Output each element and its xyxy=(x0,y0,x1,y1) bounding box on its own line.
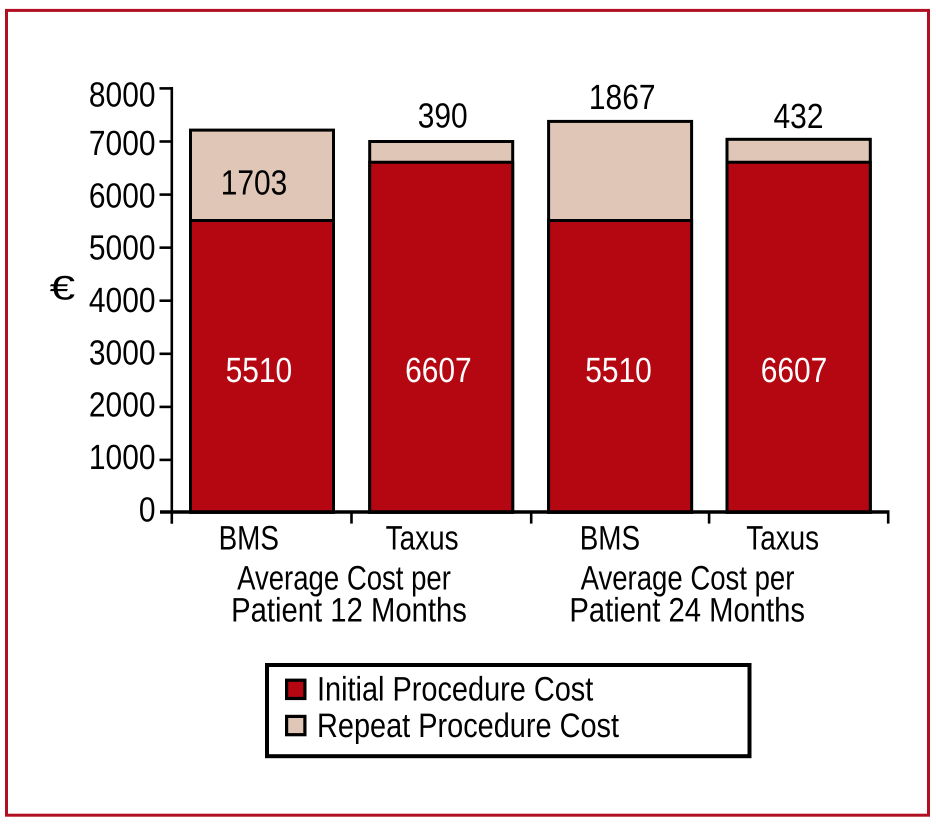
svg-text:Taxus: Taxus xyxy=(746,519,819,557)
svg-text:4000: 4000 xyxy=(89,281,156,320)
svg-text:6607: 6607 xyxy=(405,351,472,390)
svg-text:BMS: BMS xyxy=(580,519,640,557)
svg-text:Patient 12 Months: Patient 12 Months xyxy=(231,592,467,630)
svg-text:2000: 2000 xyxy=(89,386,156,425)
svg-text:6607: 6607 xyxy=(761,351,828,390)
svg-text:5510: 5510 xyxy=(226,351,293,390)
svg-text:8000: 8000 xyxy=(89,75,156,114)
svg-text:BMS: BMS xyxy=(219,519,279,557)
svg-text:7000: 7000 xyxy=(89,124,156,163)
svg-text:Patient 24 Months: Patient 24 Months xyxy=(569,592,805,630)
svg-text:1867: 1867 xyxy=(589,78,656,117)
svg-text:6000: 6000 xyxy=(89,176,156,215)
svg-text:390: 390 xyxy=(418,97,468,136)
svg-text:Initial Procedure Cost: Initial Procedure Cost xyxy=(317,670,594,708)
svg-text:3000: 3000 xyxy=(89,333,156,372)
svg-text:5000: 5000 xyxy=(89,229,156,268)
svg-text:€: € xyxy=(50,269,76,307)
svg-text:1703: 1703 xyxy=(221,164,288,203)
svg-text:Repeat Procedure Cost: Repeat Procedure Cost xyxy=(317,707,619,745)
svg-text:432: 432 xyxy=(774,97,824,136)
svg-text:Average Cost per: Average Cost per xyxy=(237,560,451,598)
svg-text:0: 0 xyxy=(139,491,156,530)
svg-text:1000: 1000 xyxy=(89,438,156,477)
svg-text:Taxus: Taxus xyxy=(386,519,459,557)
svg-text:Average Cost per: Average Cost per xyxy=(581,560,795,598)
svg-text:5510: 5510 xyxy=(585,351,652,390)
